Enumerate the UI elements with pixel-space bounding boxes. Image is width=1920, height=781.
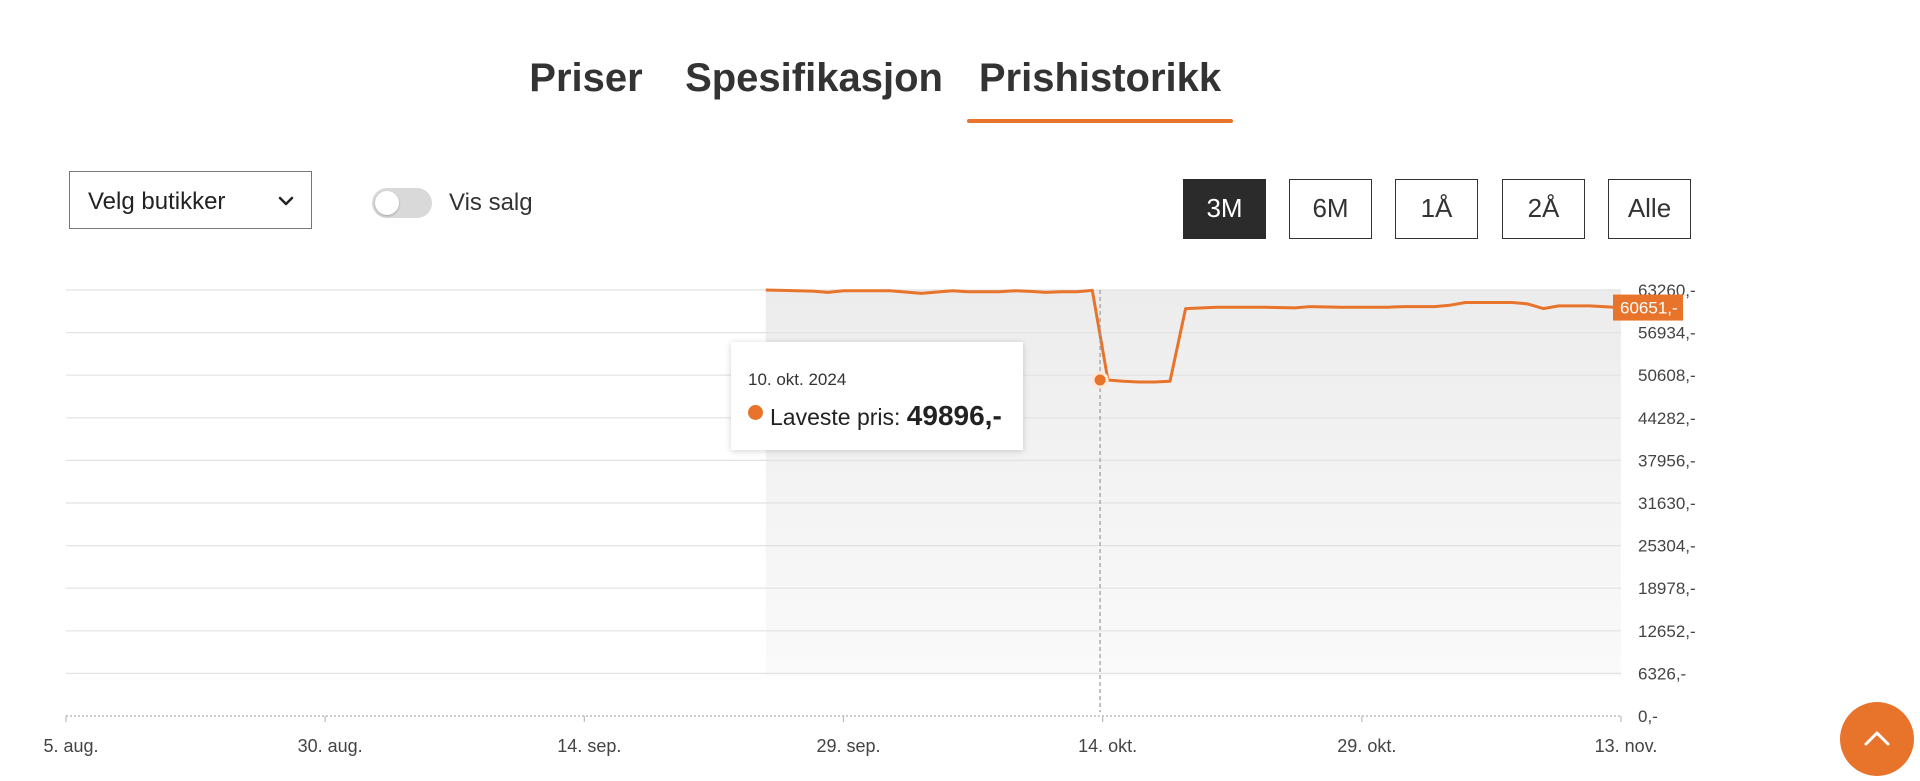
y-tick-label: 12652,-: [1638, 622, 1696, 641]
x-tick-label: 30. aug.: [298, 736, 363, 756]
x-tick-label: 14. okt.: [1078, 736, 1137, 756]
current-price-label: 60651,-: [1620, 299, 1678, 318]
tooltip-label: Laveste pris:: [770, 404, 901, 430]
tab-priser[interactable]: Priser: [529, 56, 643, 100]
highlighted-point: [1091, 371, 1109, 389]
active-tab-indicator: [967, 119, 1233, 123]
y-tick-label: 37956,-: [1638, 451, 1696, 470]
scroll-to-top-button[interactable]: [1840, 702, 1914, 776]
tab-spesifikasjon[interactable]: Spesifikasjon: [685, 56, 943, 100]
y-tick-label: 50608,-: [1638, 366, 1696, 385]
price-line: [765, 288, 1622, 384]
y-tick-label: 44282,-: [1638, 409, 1696, 428]
store-select-dropdown[interactable]: Velg butikker: [69, 171, 312, 229]
price-history-chart: 5. aug. 30. aug. 14. sep. 29. sep. 14. okt. 2…: [43, 281, 1696, 756]
show-sales-label: Vis salg: [449, 189, 533, 216]
range-button-1y[interactable]: 1Å: [1395, 179, 1478, 239]
range-button-6m[interactable]: 6M: [1289, 179, 1372, 239]
chevron-down-icon: [278, 196, 294, 206]
store-select-label: Velg butikker: [88, 188, 226, 215]
show-sales-toggle[interactable]: [372, 188, 432, 218]
y-tick-label: 0,-: [1638, 707, 1658, 726]
x-tick-label: 14. sep.: [557, 736, 621, 756]
series-dot-icon: [748, 405, 763, 420]
price-tooltip: 10. okt. 2024 Laveste pris: 49896,-: [731, 342, 1023, 450]
tab-bar: Priser Spesifikasjon Prishistorikk: [0, 56, 1920, 126]
range-button-3m[interactable]: 3M: [1183, 179, 1266, 239]
x-tick-label: 13. nov.: [1595, 736, 1658, 756]
toggle-knob: [375, 191, 399, 215]
y-tick-label: 31630,-: [1638, 494, 1696, 513]
tooltip-date: 10. okt. 2024: [748, 370, 847, 389]
x-tick-label: 29. sep.: [816, 736, 880, 756]
tooltip-label-row: Laveste pris: 49896,-: [770, 400, 1002, 432]
x-tick-label: 5. aug.: [43, 736, 98, 756]
range-button-all[interactable]: Alle: [1608, 179, 1691, 239]
y-tick-label: 18978,-: [1638, 579, 1696, 598]
y-tick-label: 25304,-: [1638, 537, 1696, 556]
tooltip-value: 49896,-: [906, 400, 1002, 431]
y-tick-label: 6326,-: [1638, 664, 1686, 683]
y-tick-label: 56934,-: [1638, 324, 1696, 343]
chevron-up-icon: [1864, 731, 1890, 746]
current-price-label-bg: [1613, 294, 1683, 321]
range-button-2y[interactable]: 2Å: [1502, 179, 1585, 239]
tab-prishistorikk[interactable]: Prishistorikk: [978, 56, 1222, 100]
x-tick-label: 29. okt.: [1337, 736, 1396, 756]
